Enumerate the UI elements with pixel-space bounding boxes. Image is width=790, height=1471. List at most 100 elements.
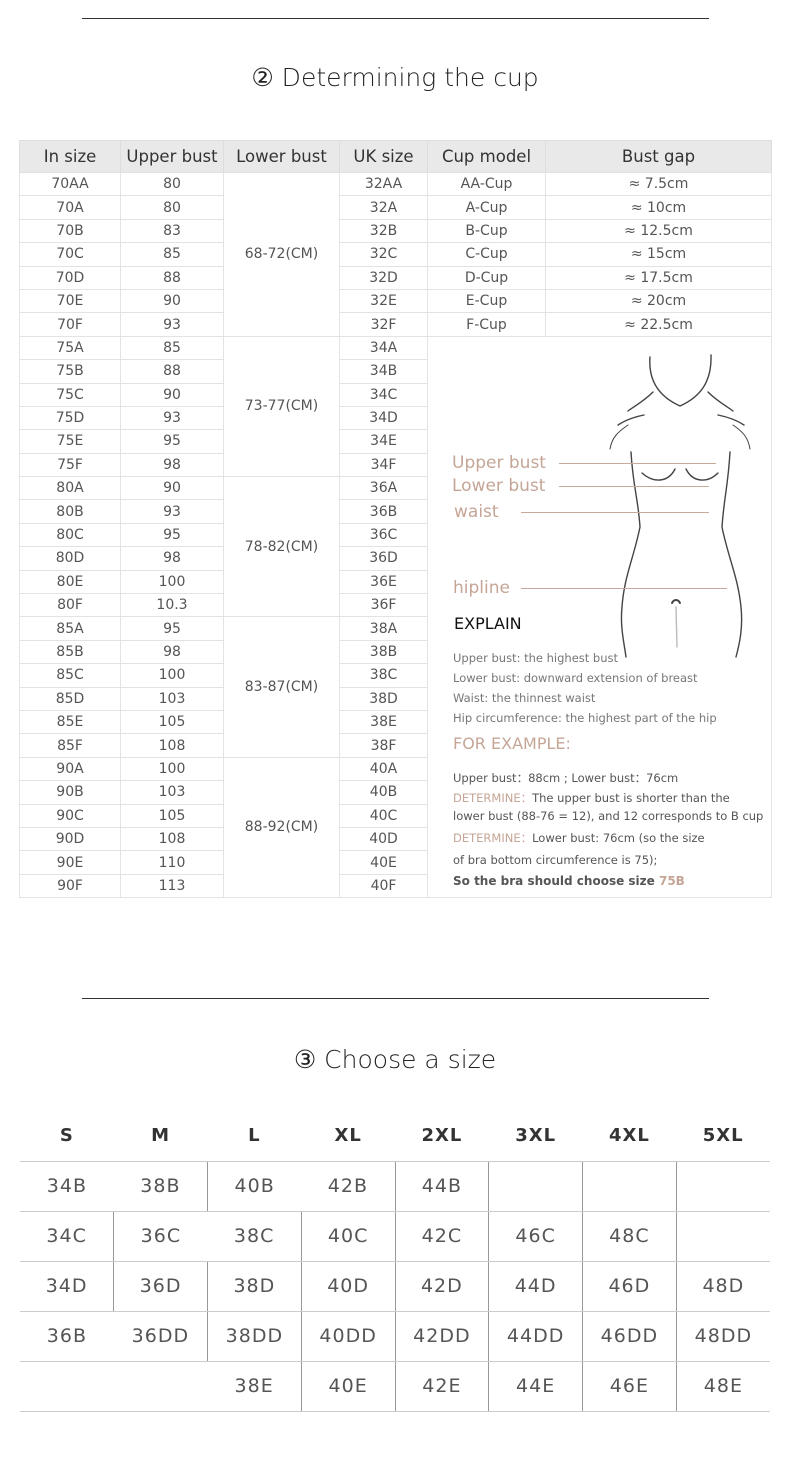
size-header: 4XL (608, 1124, 650, 1146)
upper-bust-cell: 105 (120, 709, 224, 735)
conclusion-text: So the bra should choose size (453, 873, 659, 888)
size-cell (582, 1160, 677, 1212)
uk-size-cell: 36D (339, 546, 428, 571)
table-row: 70C 85 32C C-Cup ≈ 15cm (19, 242, 772, 267)
determine-text: of bra bottom circumference is 75); (453, 852, 658, 867)
table-row: 38E 40E 42E 44E 46E 48E (20, 1360, 770, 1412)
determine-label: DETERMINE： (453, 790, 533, 805)
body-silhouette-icon (609, 354, 751, 658)
size-cell: 48C (582, 1210, 677, 1262)
upper-bust-cell: 98 (120, 452, 224, 478)
upper-bust-cell: 100 (120, 756, 224, 782)
size-header: L (248, 1124, 261, 1146)
determine-text: lower bust (88-76 = 12), and 12 correspo… (453, 808, 764, 823)
size-cell: 42B (301, 1160, 395, 1212)
upper-bust-cell: 110 (120, 850, 224, 875)
explain-line: Waist: the thinnest waist (453, 690, 596, 705)
uk-size-cell: 32D (339, 265, 428, 290)
uk-size-cell: 34B (339, 359, 428, 384)
in-size-cell: 90A (19, 756, 121, 782)
in-size-cell: 90C (19, 803, 121, 828)
table-row: 70F 93 32F F-Cup ≈ 22.5cm (19, 312, 772, 337)
section-title-size: ③ Choose a size (293, 1045, 497, 1074)
table-row: 75F 98 34F (19, 452, 772, 478)
in-size-cell: 85A (19, 616, 121, 641)
upper-bust-cell: 93 (120, 499, 224, 524)
uk-size-cell: 38B (339, 639, 428, 665)
column-header: In size (19, 140, 121, 173)
in-size-cell: 90D (19, 826, 121, 852)
in-size-cell: 70A (19, 195, 121, 220)
upper-bust-cell: 90 (120, 382, 224, 407)
table-row: 80B 93 36B (19, 499, 772, 524)
upper-bust-cell: 103 (120, 780, 224, 805)
uk-size-cell: 32AA (339, 171, 428, 197)
size-cell: 42E (394, 1360, 489, 1412)
table-row: 80F 10.3 36F (19, 593, 772, 618)
determine-text: Lower bust: 76cm (so the size (532, 830, 705, 845)
uk-size-cell: 40E (339, 850, 428, 875)
table-row: 70B 83 32B B-Cup ≈ 12.5cm (19, 218, 772, 244)
uk-size-cell: 34E (339, 429, 428, 454)
bust-gap-cell: ≈ 22.5cm (545, 312, 772, 337)
uk-size-cell: 34C (339, 382, 428, 407)
table-row: 70E 90 32E E-Cup ≈ 20cm (19, 288, 772, 314)
in-size-cell: 75F (19, 452, 121, 478)
size-cell: 36DD (113, 1310, 208, 1362)
table-row: 70AA 80 68-72(CM) 32AA AA-Cup ≈ 7.5cm (19, 171, 772, 337)
size-header: 5XL (702, 1124, 744, 1146)
upper-bust-cell: 85 (120, 242, 224, 267)
in-size-cell: 85E (19, 709, 121, 735)
in-size-cell: 90B (19, 780, 121, 805)
size-cell: 38C (207, 1210, 302, 1262)
size-cell: 44E (488, 1360, 583, 1412)
column-header: Lower bust (223, 140, 340, 173)
size-cell (488, 1160, 583, 1212)
label-waist: waist (454, 501, 499, 522)
in-size-cell: 85C (19, 663, 121, 688)
uk-size-cell: 32C (339, 242, 428, 267)
upper-bust-cell: 105 (120, 803, 224, 828)
in-size-cell: 70AA (19, 171, 121, 197)
table-row: 34D 36D 38D 40D 42D 44D 46D 48D (20, 1260, 770, 1312)
in-size-cell: 70B (19, 218, 121, 244)
size-cell: 38D (207, 1260, 302, 1312)
uk-size-cell: 36B (339, 499, 428, 524)
uk-size-cell: 36F (339, 593, 428, 618)
uk-size-cell: 34D (339, 405, 428, 431)
upper-bust-cell: 80 (120, 171, 224, 197)
upper-bust-cell: 100 (120, 663, 224, 688)
conclusion-size: 75B (658, 873, 685, 888)
uk-size-cell: 36A (339, 476, 428, 501)
explain-line: Lower bust: downward extension of breast (453, 670, 698, 685)
size-cell: 40C (300, 1210, 395, 1262)
in-size-cell: 85F (19, 733, 121, 758)
table-row: 90F 113 40F (19, 873, 772, 899)
in-size-cell: 70E (19, 288, 121, 314)
upper-bust-cell: 100 (120, 569, 224, 595)
upper-bust-cell: 113 (120, 873, 224, 899)
bust-gap-cell: ≈ 15cm (545, 242, 772, 267)
cup-size-table: In size Upper bust Lower bust UK size Cup mo… (19, 140, 772, 899)
upper-bust-cell: 95 (120, 522, 224, 548)
size-cell: 40DD (300, 1310, 395, 1362)
upper-bust-cell: 80 (120, 195, 224, 220)
size-cell: 34B (20, 1160, 114, 1212)
size-header: S (59, 1124, 74, 1146)
upper-bust-cell: 93 (120, 312, 224, 337)
column-header: Upper bust (120, 140, 224, 173)
in-size-cell: 75C (19, 382, 121, 407)
size-cell: 42C (394, 1210, 489, 1262)
size-cell: 36C (113, 1210, 208, 1262)
label-upper-bust: Upper bust (452, 452, 546, 473)
table-row: 70D 88 32D D-Cup ≈ 17.5cm (19, 265, 772, 290)
in-size-cell: 75E (19, 429, 121, 454)
bust-gap-cell: ≈ 12.5cm (545, 218, 772, 244)
explain-line: Hip circumference: the highest part of t… (453, 710, 717, 725)
in-size-cell: 85D (19, 686, 121, 711)
table-row: 80A 90 78-82(CM) 36A (19, 476, 772, 618)
upper-bust-cell: 88 (120, 265, 224, 290)
divider-middle (82, 998, 709, 999)
table-row: 90A 100 88-92(CM) 40A (19, 756, 772, 899)
section-title-cup: ② Determining the cup (251, 63, 539, 92)
